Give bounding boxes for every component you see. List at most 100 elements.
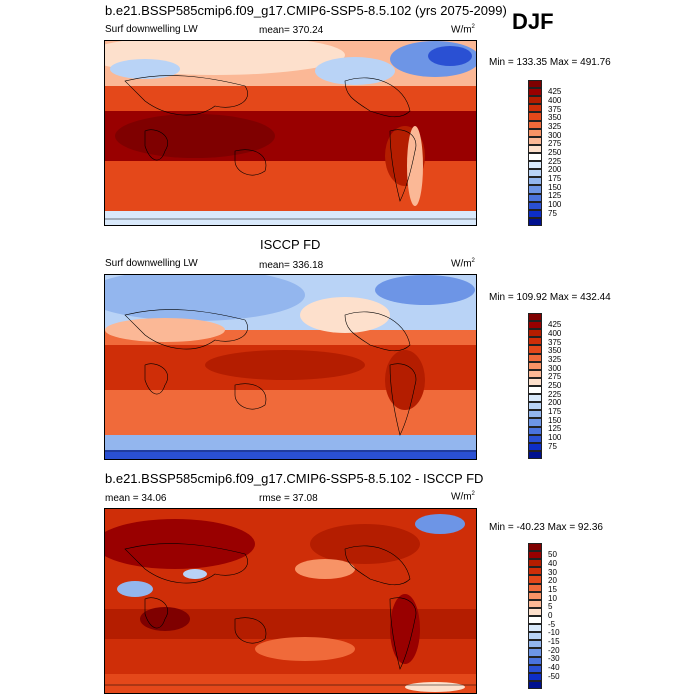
colorbar-swatch — [528, 434, 542, 443]
colorbar-label: 300 — [548, 363, 562, 373]
panel3-colorbar: 50 40 30 20 15 10 5 0 -5 -10 -15 -20 -30 -40 -50 — [528, 543, 560, 689]
colorbar-swatch — [528, 177, 542, 186]
colorbar-label: 400 — [548, 95, 562, 105]
colorbar-label: 425 — [548, 320, 562, 330]
colorbar-label: 175 — [548, 407, 562, 417]
colorbar-swatch — [528, 153, 542, 162]
colorbar-swatch — [528, 410, 542, 419]
colorbar-swatch — [528, 418, 542, 427]
colorbar-label: 225 — [548, 156, 562, 166]
colorbar-label: 15 — [548, 584, 557, 594]
colorbar-swatch — [528, 559, 542, 568]
colorbar-swatch — [528, 575, 542, 584]
colorbar-label: 250 — [548, 148, 562, 157]
colorbar-label: 5 — [548, 602, 553, 612]
panel1-map — [104, 40, 477, 226]
colorbar-label: 100 — [548, 200, 562, 210]
colorbar-swatch — [528, 345, 542, 354]
colorbar-swatch — [528, 161, 542, 170]
colorbar-swatch — [528, 543, 542, 552]
colorbar-swatch — [528, 329, 542, 338]
season-label: DJF — [512, 9, 554, 34]
colorbar-label: 425 — [548, 87, 562, 97]
colorbar-swatch — [528, 377, 542, 386]
colorbar-label: 20 — [548, 576, 557, 586]
colorbar-label: 30 — [548, 567, 557, 577]
colorbar-swatch — [528, 361, 542, 370]
colorbar-swatch — [528, 664, 542, 673]
colorbar-swatch — [528, 96, 542, 105]
colorbar-label: 50 — [548, 550, 557, 560]
colorbar-label: 250 — [548, 381, 562, 390]
panel1-minmax: Min = 133.35 Max = 491.76 — [489, 57, 611, 68]
colorbar-swatch — [528, 313, 542, 322]
panel1-colorbar: 425 400 375 350 325 300 275 250 225 200 175 150 125 1… — [528, 80, 561, 226]
colorbar-swatch — [528, 136, 542, 145]
panel2-units: W/m2 — [451, 258, 475, 270]
colorbar-label: 75 — [548, 441, 557, 451]
colorbar-swatch — [528, 193, 542, 202]
panel1-variable: Surf downwelling LW — [105, 24, 198, 35]
colorbar-label: 200 — [548, 165, 562, 175]
colorbar-label: -50 — [548, 671, 560, 681]
colorbar-label: -40 — [548, 663, 560, 673]
colorbar-label: 375 — [548, 337, 562, 347]
colorbar-swatch — [528, 104, 542, 113]
colorbar-label: 375 — [548, 104, 562, 114]
panel3-mean: mean = 34.06 — [105, 493, 167, 504]
panel2-map-field — [105, 275, 476, 459]
colorbar-label: -10 — [548, 628, 560, 638]
colorbar-label: 75 — [548, 208, 557, 218]
panel2-minmax: Min = 109.92 Max = 432.44 — [489, 292, 611, 303]
colorbar-swatch — [528, 128, 542, 137]
colorbar-label: -20 — [548, 645, 560, 655]
colorbar-label: 275 — [548, 372, 562, 382]
colorbar-swatch — [528, 599, 542, 608]
colorbar-swatch — [528, 656, 542, 665]
colorbar-swatch — [528, 648, 542, 657]
panel2-title: ISCCP FD — [260, 237, 321, 252]
colorbar-swatch — [528, 583, 542, 592]
colorbar-label: 275 — [548, 139, 562, 149]
panel3-units: W/m2 — [451, 491, 475, 503]
colorbar-swatch — [528, 217, 542, 226]
colorbar-label: -15 — [548, 637, 560, 647]
panel3-rmse: rmse = 37.08 — [259, 493, 318, 504]
colorbar-swatch — [528, 672, 542, 681]
colorbar-label: 150 — [548, 182, 562, 192]
colorbar-swatch — [528, 402, 542, 411]
colorbar-swatch — [528, 120, 542, 129]
colorbar-swatch — [528, 442, 542, 451]
colorbar-swatch — [528, 394, 542, 403]
colorbar-swatch — [528, 591, 542, 600]
colorbar-swatch — [528, 632, 542, 641]
colorbar-label: 300 — [548, 130, 562, 140]
colorbar-swatch — [528, 426, 542, 435]
colorbar-label: 100 — [548, 433, 562, 443]
colorbar-label: 125 — [548, 424, 562, 434]
colorbar-label: 200 — [548, 398, 562, 408]
colorbar-label: 125 — [548, 191, 562, 201]
panel2-mean: mean= 336.18 — [259, 260, 324, 271]
colorbar-swatch — [528, 112, 542, 121]
colorbar-swatch — [528, 169, 542, 178]
colorbar-label: 0 — [548, 611, 553, 620]
colorbar-label: 175 — [548, 174, 562, 184]
panel3-minmax: Min = -40.23 Max = 92.36 — [489, 522, 603, 533]
colorbar-swatch — [528, 680, 542, 689]
panel1-mean: mean= 370.24 — [259, 25, 324, 36]
colorbar-swatch — [528, 353, 542, 362]
colorbar-swatch — [528, 209, 542, 218]
colorbar-label: 350 — [548, 113, 562, 123]
colorbar-swatch — [528, 369, 542, 378]
colorbar-swatch — [528, 185, 542, 194]
colorbar-swatch — [528, 321, 542, 330]
colorbar-swatch — [528, 640, 542, 649]
panel1-units: W/m2 — [451, 24, 475, 36]
panel3-map — [104, 508, 477, 694]
panel2-colorbar: 425 400 375 350 325 300 275 250 225 200 175 150 125 1… — [528, 313, 561, 459]
colorbar-swatch — [528, 567, 542, 576]
colorbar-label: 40 — [548, 558, 557, 568]
panel2-map — [104, 274, 477, 460]
colorbar-swatch — [528, 386, 542, 395]
